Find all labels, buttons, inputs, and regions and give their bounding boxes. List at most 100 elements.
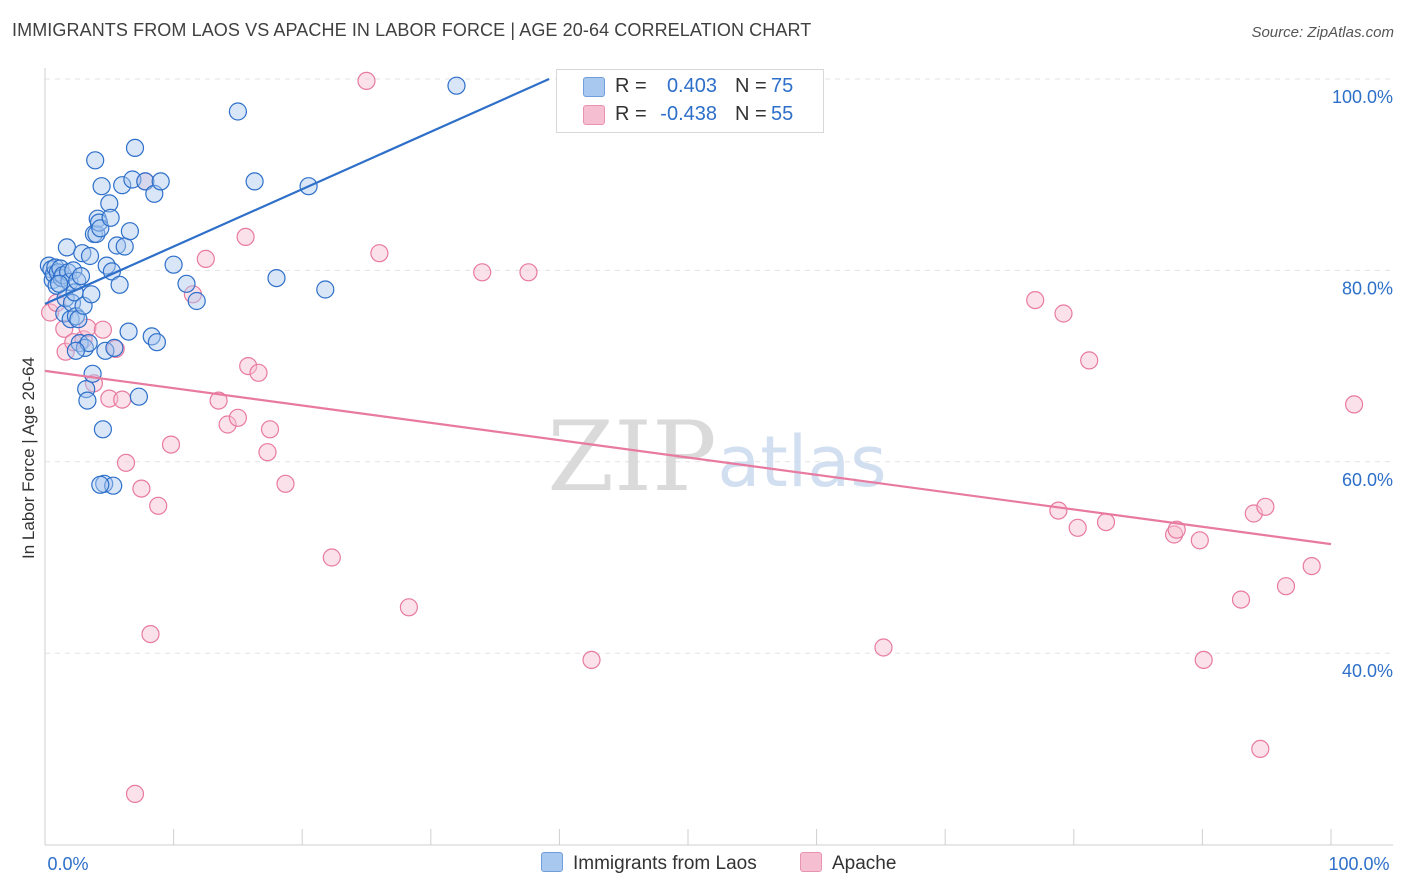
laos-point — [82, 285, 101, 304]
apache-point — [1049, 501, 1068, 520]
axes — [44, 68, 1393, 846]
apache-point — [1251, 739, 1270, 759]
apache-point — [1276, 577, 1296, 596]
laos-trend-line — [44, 77, 550, 305]
apache-point — [370, 244, 389, 263]
y-tick-label: 40.0% — [1342, 661, 1393, 681]
apache-point — [399, 598, 418, 617]
laos-legend-swatch — [541, 852, 563, 872]
laos-point — [69, 310, 88, 329]
apache-point — [132, 479, 151, 498]
laos-point — [86, 151, 105, 170]
legend-item-apache[interactable]: Apache — [800, 852, 896, 875]
apache-point — [1190, 531, 1209, 550]
apache-point — [1080, 351, 1099, 370]
laos-point — [61, 310, 80, 329]
apache-point — [1068, 518, 1087, 537]
apache-point — [1256, 497, 1275, 516]
apache-point — [249, 363, 268, 382]
n-value: 55 — [771, 103, 794, 125]
apache-point — [100, 389, 119, 408]
r-value: -0.438 — [660, 103, 717, 125]
laos-point — [62, 293, 82, 312]
x-tick-label-min: 0.0% — [47, 854, 88, 874]
laos-point — [93, 420, 113, 439]
chart-title: IMMIGRANTS FROM LAOS VS APACHE IN LABOR … — [12, 20, 812, 40]
apache-point — [874, 638, 893, 657]
apache-point — [473, 263, 492, 282]
source-label: Source: ZipAtlas.com — [1251, 24, 1394, 41]
apache-swatch — [583, 105, 605, 125]
apache-point — [1231, 590, 1251, 609]
n-value: 75 — [771, 75, 794, 97]
r-label: R = — [615, 103, 647, 125]
apache-point — [113, 390, 132, 409]
y-tick-label: 100.0% — [1332, 87, 1393, 107]
apache-point — [1026, 291, 1045, 310]
apache-point — [236, 227, 255, 246]
laos-points — [39, 76, 466, 495]
laos-point — [57, 238, 77, 257]
laos-point — [97, 256, 116, 275]
apache-point — [93, 320, 113, 339]
apache-point — [161, 435, 181, 454]
laos-point — [147, 333, 166, 352]
laos-point — [101, 208, 120, 227]
grid-lines — [45, 78, 1393, 654]
laos-point — [49, 274, 69, 293]
laos-point — [151, 172, 170, 191]
apache-point — [125, 784, 145, 804]
laos-point — [267, 269, 286, 288]
apache-point — [1344, 395, 1364, 414]
watermark-atlas: atlas — [717, 421, 886, 503]
x-ticks — [173, 829, 1332, 845]
legend-item-laos[interactable]: Immigrants from Laos — [541, 852, 757, 875]
laos-point — [104, 476, 123, 495]
apache-point — [258, 443, 277, 462]
y-tick-label: 80.0% — [1342, 278, 1393, 298]
y-tick-label: 60.0% — [1342, 470, 1393, 490]
laos-point — [125, 138, 145, 157]
legend-label-laos: Immigrants from Laos — [573, 853, 757, 874]
laos-point — [177, 274, 196, 293]
apache-point — [55, 319, 74, 338]
apache-point — [1167, 520, 1186, 539]
trend-lines — [44, 77, 1332, 546]
apache-point — [322, 548, 341, 567]
laos-point — [187, 291, 206, 311]
laos-point — [66, 341, 86, 360]
laos-point — [100, 194, 119, 213]
legend-label-apache: Apache — [832, 853, 897, 874]
laos-point — [164, 255, 183, 274]
laos-point — [83, 364, 102, 383]
apache-point — [519, 263, 538, 282]
n-label: N = — [735, 75, 767, 97]
laos-point — [78, 391, 97, 410]
apache-point — [209, 391, 228, 410]
laos-point — [92, 177, 111, 196]
apache-point — [239, 357, 258, 376]
laos-point — [110, 275, 129, 294]
apache-point — [357, 71, 376, 91]
apache-point — [582, 650, 601, 670]
apache-point — [1194, 650, 1213, 670]
laos-point — [120, 222, 139, 241]
apache-trend-line — [44, 369, 1332, 546]
r-value: 0.403 — [666, 75, 717, 97]
apache-point — [260, 420, 280, 439]
apache-point — [196, 249, 215, 268]
apache-point — [1054, 304, 1073, 323]
y-tick-labels: 40.0% 60.0% 80.0% 100.0% — [1332, 87, 1393, 681]
n-label: N = — [735, 103, 767, 125]
laos-point — [91, 475, 110, 494]
apache-point — [1164, 525, 1184, 544]
laos-point — [129, 387, 148, 406]
laos-point — [119, 322, 138, 341]
apache-point — [149, 496, 168, 515]
r-label: R = — [615, 75, 647, 97]
laos-point — [142, 327, 161, 346]
apache-legend-swatch — [800, 852, 822, 872]
laos-point — [105, 338, 124, 357]
apache-point — [1302, 556, 1321, 576]
